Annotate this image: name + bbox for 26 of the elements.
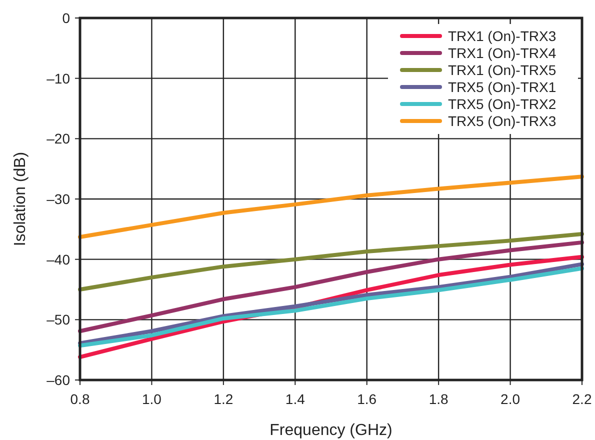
y-tick-label: –30: [46, 191, 70, 207]
y-tick-label: –40: [46, 251, 70, 268]
y-tick-label: –10: [46, 70, 70, 86]
x-tick-label: 0.8: [70, 391, 90, 407]
y-axis-title: Isolation (dB): [12, 152, 29, 246]
y-tick-label: –60: [46, 372, 70, 388]
y-tick-label: –50: [46, 312, 70, 328]
line-series: [78, 174, 584, 240]
legend-label: TRX1 (On)-TRX4: [448, 45, 556, 61]
legend-label: TRX5 (On)-TRX1: [448, 79, 556, 95]
y-tick-label: –20: [46, 130, 70, 147]
x-tick-label: 1.6: [357, 391, 377, 407]
y-tick-label: 0: [62, 10, 70, 26]
x-axis-title: Frequency (GHz): [270, 422, 392, 439]
legend-label: TRX5 (On)-TRX2: [448, 96, 556, 112]
x-tick-label: 1.2: [214, 391, 234, 407]
x-tick-label: 1.4: [285, 391, 306, 407]
line-series: [78, 240, 584, 334]
legend-label: TRX5 (On)-TRX3: [448, 113, 556, 129]
legend-label: TRX1 (On)-TRX3: [448, 28, 556, 44]
x-tick-label: 2.0: [500, 391, 520, 407]
x-tick-label: 1.0: [142, 391, 162, 407]
legend-label: TRX1 (On)-TRX5: [448, 62, 556, 78]
line-series: [78, 232, 584, 292]
x-tick-label: 2.2: [572, 391, 592, 407]
x-tick-label: 1.8: [428, 391, 449, 407]
